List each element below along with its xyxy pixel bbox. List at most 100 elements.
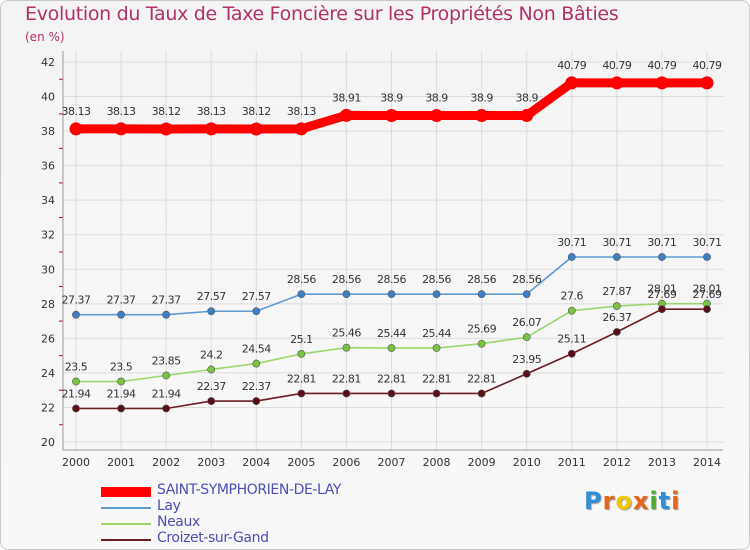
data-label: 26.07: [512, 316, 541, 329]
data-label: 24.2: [200, 348, 223, 361]
data-label: 27.57: [197, 290, 226, 303]
data-label: 23.5: [110, 361, 133, 374]
data-point: [72, 310, 80, 319]
x-tick-label: 2005: [287, 456, 315, 469]
data-point: [117, 404, 125, 413]
logo-letter: x: [632, 487, 650, 515]
data-point: [297, 389, 306, 398]
data-point: [297, 290, 306, 299]
data-label: 27.87: [602, 285, 631, 298]
logo-letter: P: [584, 487, 603, 515]
data-point: [567, 349, 576, 358]
data-label: 38.9: [425, 92, 448, 105]
data-label: 28.56: [512, 273, 541, 286]
data-label: 25.46: [332, 327, 361, 340]
data-point: [430, 109, 444, 123]
y-tick-label: 20: [41, 436, 55, 449]
legend-label: Croizet-sur-Gand: [157, 530, 269, 546]
data-point: [432, 290, 441, 299]
data-label: 40.79: [693, 59, 722, 72]
y-tick-label: 30: [41, 263, 55, 276]
legend-item: Lay: [101, 498, 401, 517]
data-point: [522, 369, 531, 378]
data-point: [342, 343, 351, 352]
data-label: 24.54: [242, 343, 271, 356]
y-tick-label: 22: [41, 401, 55, 414]
x-tick-label: 2003: [197, 456, 225, 469]
data-label: 28.56: [332, 273, 361, 286]
data-label: 22.37: [242, 380, 271, 393]
data-label: 22.81: [332, 372, 361, 385]
data-label: 25.69: [467, 323, 496, 336]
data-label: 28.01: [693, 283, 722, 296]
y-tick-label: 34: [41, 194, 55, 207]
x-tick-label: 2007: [378, 456, 406, 469]
y-tick-label: 24: [41, 367, 55, 380]
axes: 20 22 24 26 28 30 32 34 36 38 40 42 2000 2001 2002 2003…: [41, 51, 723, 469]
data-point: [477, 339, 486, 348]
data-label: 26.37: [602, 311, 631, 324]
logo-letter: i: [671, 487, 681, 515]
data-point: [703, 305, 711, 314]
data-label: 21.94: [62, 387, 91, 400]
data-point: [207, 365, 216, 374]
legend-label: Lay: [157, 498, 181, 514]
data-label: 40.79: [647, 59, 676, 72]
data-point: [114, 122, 128, 136]
data-point: [565, 76, 579, 90]
data-label: 23.95: [512, 353, 541, 366]
data-point: [207, 397, 216, 405]
data-point: [72, 377, 80, 386]
data-label: 22.81: [467, 372, 496, 385]
legend-item: Croizet-sur-Gand: [101, 530, 401, 549]
data-point: [207, 307, 216, 316]
data-point: [655, 76, 669, 90]
legend-swatch: [101, 487, 151, 497]
data-point: [385, 109, 398, 123]
data-label: 28.56: [422, 273, 451, 286]
logo-letter: r: [602, 487, 616, 515]
y-tick-label: 28: [41, 298, 55, 311]
x-tick-label: 2009: [468, 456, 496, 469]
data-point: [432, 344, 441, 352]
data-point: [612, 328, 621, 336]
data-point: [69, 122, 83, 136]
chart-unit-label: (en %): [25, 30, 65, 44]
logo-letter: o: [615, 487, 633, 515]
data-point: [252, 397, 261, 405]
data-label: 27.37: [62, 294, 91, 307]
data-label: 38.9: [470, 92, 493, 105]
data-point: [658, 305, 666, 314]
data-label: 27.37: [152, 294, 181, 307]
legend-label: SAINT-SYMPHORIEN-DE-LAY: [157, 482, 342, 498]
data-point: [162, 310, 171, 319]
data-label: 38.9: [380, 92, 403, 105]
data-point: [475, 109, 489, 123]
data-point: [477, 389, 486, 398]
data-label: 23.5: [65, 361, 88, 374]
data-point: [387, 290, 396, 299]
legend-item: SAINT-SYMPHORIEN-DE-LAY: [101, 482, 401, 501]
y-tick-label: 26: [41, 332, 55, 345]
data-point: [297, 350, 306, 358]
data-point: [339, 108, 353, 122]
data-label: 22.37: [197, 380, 226, 393]
data-point: [342, 290, 351, 299]
data-label: 25.44: [422, 327, 451, 340]
legend-swatch: [101, 523, 151, 525]
legend-item: Neaux: [101, 514, 401, 533]
y-tick-label: 36: [41, 160, 55, 173]
proxiti-logo: Proxiti: [584, 487, 680, 515]
data-label: 27.6: [561, 290, 584, 303]
data-label: 28.56: [377, 273, 406, 286]
data-label: 27.57: [242, 290, 271, 303]
data-label: 30.71: [693, 236, 722, 249]
data-point: [658, 253, 666, 261]
data-label: 27.37: [107, 294, 136, 307]
data-point: [387, 389, 396, 398]
legend: SAINT-SYMPHORIEN-DE-LAY Lay Neaux Croizet-s…: [101, 482, 401, 549]
data-label: 23.85: [152, 355, 181, 368]
data-point: [294, 122, 308, 136]
data-point: [162, 404, 171, 413]
